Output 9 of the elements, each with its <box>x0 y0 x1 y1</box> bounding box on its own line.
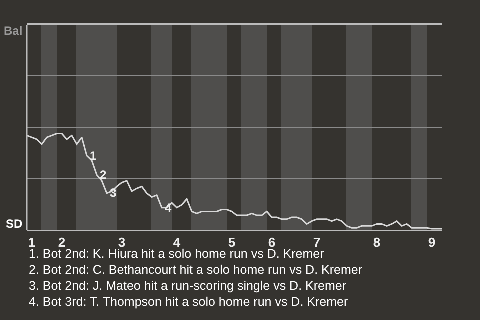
text: Bal <box>4 24 23 38</box>
annotation: 2 <box>100 168 107 182</box>
annotation: 1 <box>90 149 97 163</box>
x-tick-label: 9 <box>428 235 436 250</box>
text: 3. Bot 2nd: J. Mateo hit a run-scoring single vs D. Kremer <box>29 279 346 293</box>
text: SD <box>6 217 24 231</box>
x-tick-label: 8 <box>373 235 381 250</box>
text: 2. Bot 2nd: C. Bethancourt hit a solo home run vs D. Kremer <box>29 263 362 277</box>
text: 4. Bot 3rd: T. Thompson hit a solo home run vs D. Kremer <box>29 295 348 309</box>
